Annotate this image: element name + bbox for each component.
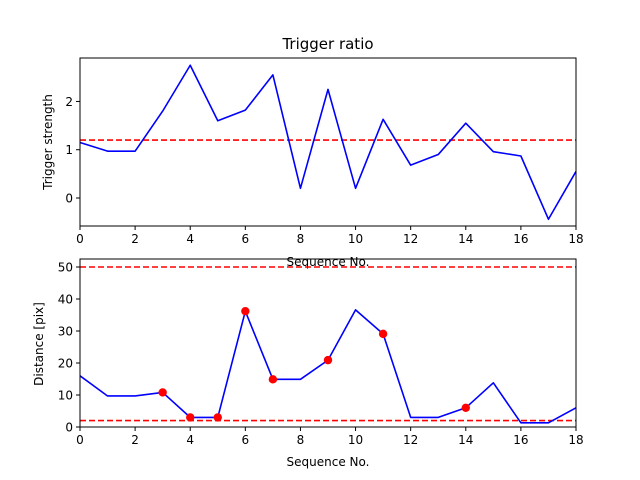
data-point-marker [213, 413, 222, 422]
y-tick-label: 0 [65, 421, 73, 435]
data-point-marker [323, 355, 333, 365]
trigger-ratio-chart: Trigger ratio Trigger strength Sequence … [41, 35, 584, 269]
y-tick-label: 0 [65, 192, 73, 206]
data-point-marker [241, 306, 250, 316]
y-tick-label: 1 [65, 143, 73, 157]
data-point-marker [378, 329, 388, 339]
x-tick-label: 16 [513, 232, 528, 246]
plot-marks [79, 64, 577, 221]
x-tick-label: 18 [568, 232, 583, 246]
x-tick-label: 0 [76, 433, 84, 447]
axis-ticks: 0 2 4 6 8 10 12 14 16 18 0 10 20 30 40 50 [58, 261, 584, 448]
chart-title: Trigger ratio [281, 35, 373, 53]
x-tick-label: 0 [76, 232, 84, 246]
x-tick-label: 14 [458, 232, 473, 246]
x-tick-label: 12 [403, 433, 418, 447]
data-point-marker [268, 375, 278, 384]
plot-frame [79, 258, 577, 428]
plot-marks [79, 266, 577, 424]
y-tick-label: 2 [65, 95, 73, 109]
x-tick-label: 14 [458, 433, 473, 447]
x-axis-label: Sequence No. [287, 455, 370, 469]
data-point-marker [461, 403, 470, 412]
plot-frame [79, 57, 577, 227]
series-line [79, 64, 577, 221]
x-tick-label: 4 [186, 433, 194, 447]
y-axis-label: Trigger strength [41, 94, 55, 191]
y-tick-label: 50 [58, 261, 73, 275]
data-point-marker [158, 388, 167, 397]
y-tick-label: 40 [58, 293, 73, 307]
x-tick-label: 12 [403, 232, 418, 246]
x-tick-label: 2 [131, 232, 139, 246]
x-tick-label: 16 [513, 433, 528, 447]
x-tick-label: 2 [131, 433, 139, 447]
x-tick-label: 6 [242, 232, 250, 246]
y-tick-label: 10 [58, 389, 73, 403]
y-axis-label: Distance [pix] [32, 302, 46, 386]
data-point-marker [186, 413, 195, 422]
x-tick-label: 6 [242, 433, 250, 447]
y-tick-label: 20 [58, 357, 73, 371]
x-tick-label: 10 [348, 232, 363, 246]
x-tick-label: 8 [297, 232, 305, 246]
y-tick-label: 30 [58, 325, 73, 339]
x-tick-label: 8 [297, 433, 305, 447]
distance-chart: Distance [pix] Sequence No. 0 2 4 6 8 10 12 14 1… [32, 258, 584, 469]
x-tick-label: 4 [186, 232, 194, 246]
x-tick-label: 18 [568, 433, 583, 447]
x-tick-label: 10 [348, 433, 363, 447]
